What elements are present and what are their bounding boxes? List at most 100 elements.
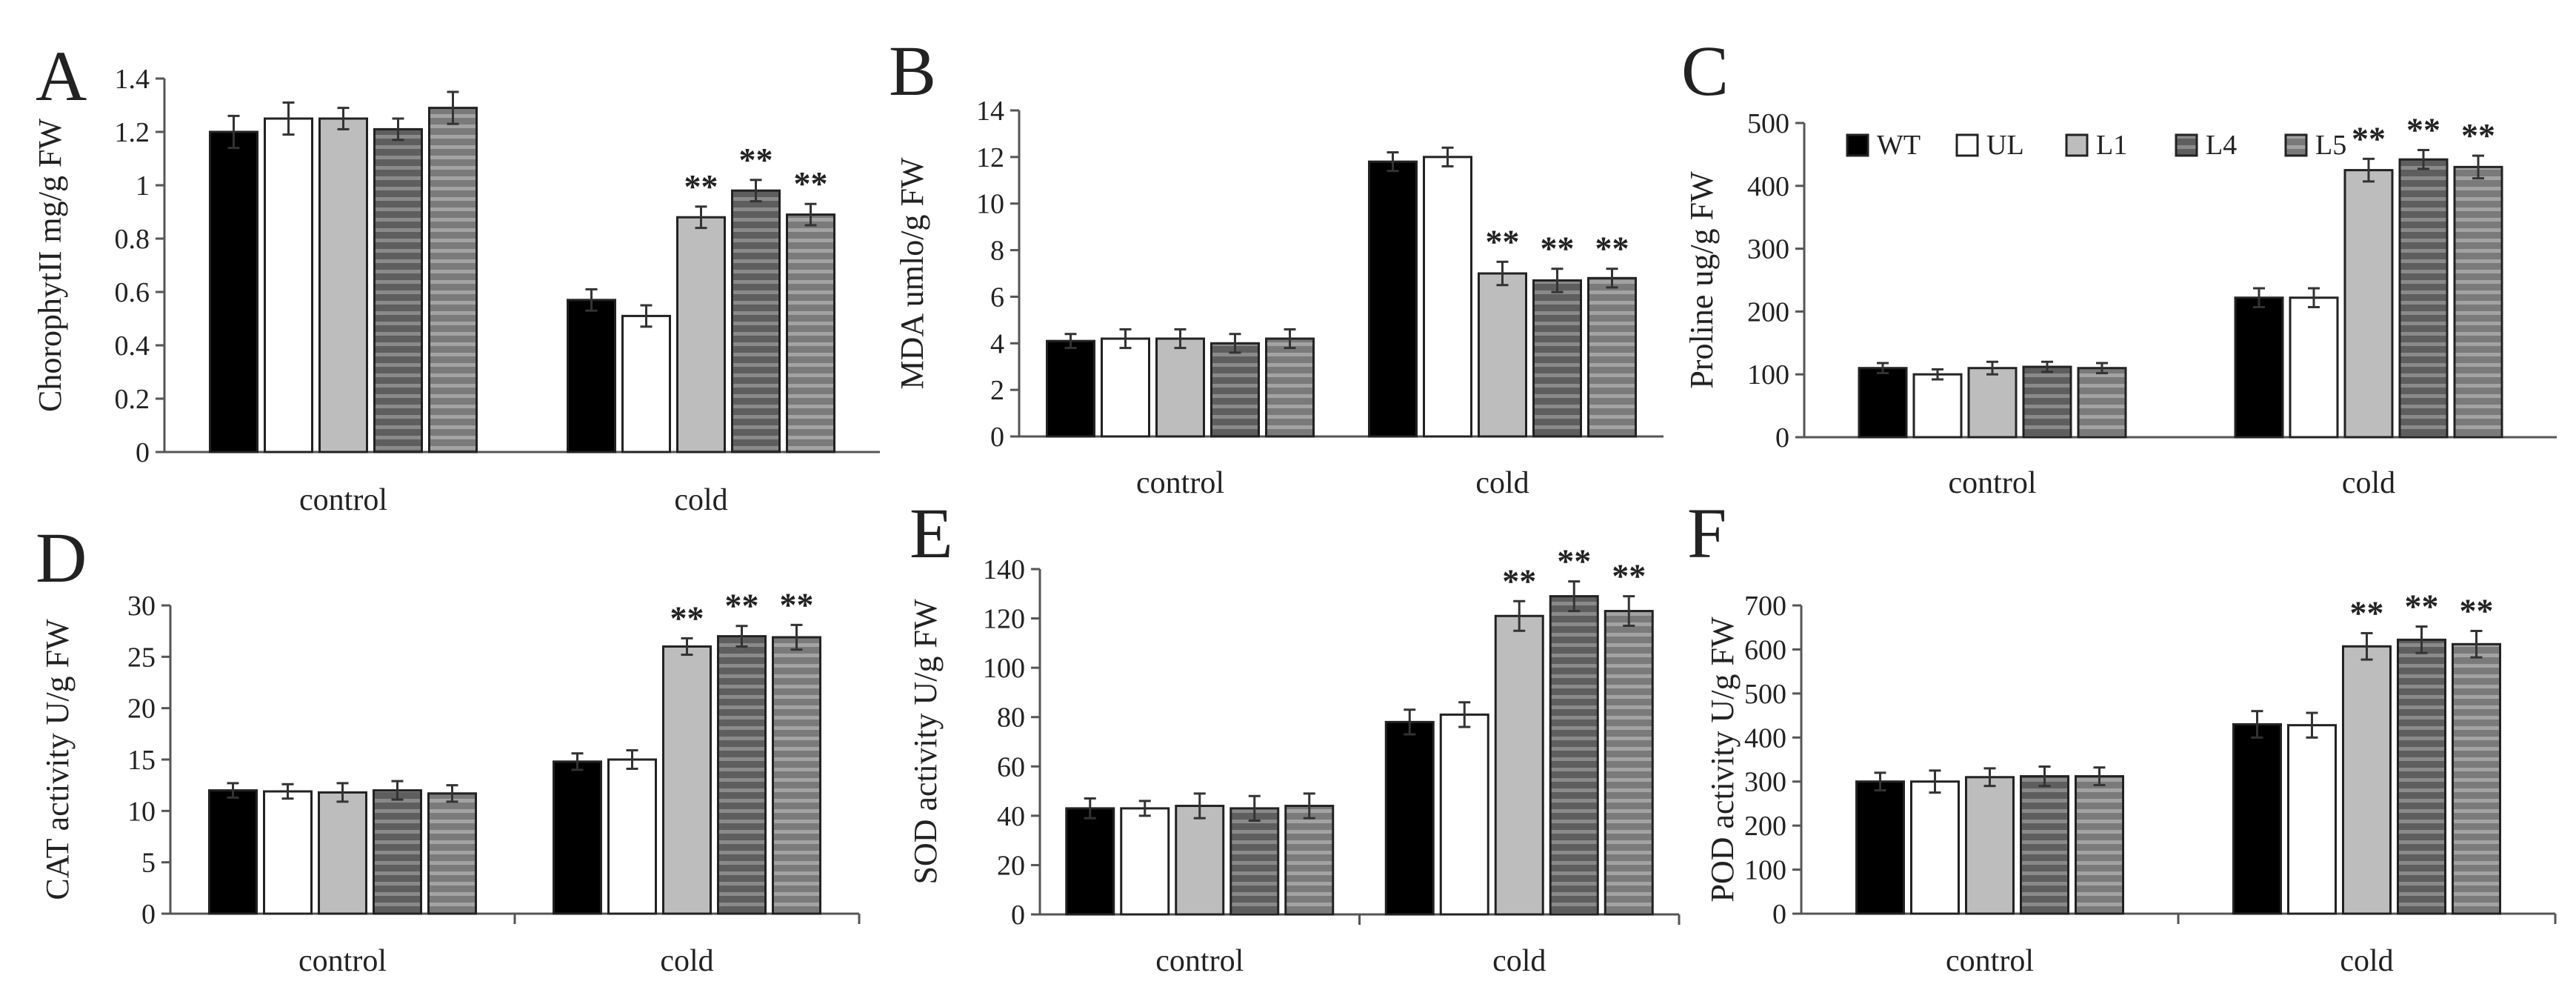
bar-ul-cold: [1439, 713, 1489, 916]
y-tick-label: 1.4: [115, 64, 150, 95]
y-tick-label: 0.4: [115, 330, 150, 362]
bar-wt-control: [209, 130, 258, 454]
y-tick-label: 25: [127, 642, 156, 673]
significance-marker: **: [2461, 116, 2495, 154]
legend-swatch-l1: [2065, 133, 2089, 157]
y-tick-label: 100: [983, 653, 1025, 684]
bar-l4-control: [2020, 775, 2069, 915]
legend: WT UL L1 L4 L5: [1846, 130, 2346, 161]
panel-e: E SOD activity U/g FW 0 20 40 60 80 100 120 140 co…: [907, 494, 1681, 978]
y-tick-label: 300: [1747, 234, 1789, 265]
y-tick-label: 60: [997, 751, 1025, 783]
significance-marker: **: [1612, 557, 1646, 595]
bar-ul-cold: [2287, 724, 2337, 915]
bar-l1-cold: [1478, 272, 1527, 438]
y-tick-label: 500: [1744, 679, 1786, 710]
x-tick-label: cold: [1492, 944, 1546, 978]
y-tick-label: 40: [997, 801, 1025, 832]
y-tick-label: 300: [1744, 767, 1786, 798]
panel-d: D CAT activity U/g FW 0 5 10 15 20 25 30 control c…: [36, 518, 861, 978]
y-tick-label: 200: [1747, 296, 1789, 328]
legend-swatch-l4: [2175, 133, 2198, 157]
y-tick-label: 400: [1747, 171, 1789, 202]
panel-f: F POD activity U/g FW 0 100 200 300 400 500 600 7…: [1687, 494, 2557, 978]
bar-wt-cold: [1384, 720, 1435, 916]
bar-l1-control: [318, 117, 368, 454]
y-tick-label: 0: [1775, 422, 1789, 454]
x-tick-label: control: [299, 483, 387, 517]
bar-l5-control: [2077, 367, 2127, 439]
x-tick-label: control: [1946, 944, 2034, 978]
bar-l1-cold: [676, 216, 726, 454]
bar-l1-cold: [662, 645, 712, 915]
y-axis-label: POD activity U/g FW: [1704, 617, 1741, 902]
bar-l5-control: [1284, 805, 1335, 916]
bar-l5-cold: [1604, 610, 1654, 916]
bar-l4-control: [373, 127, 423, 454]
y-tick-label: 30: [127, 591, 156, 622]
bar-l1-control: [318, 791, 367, 915]
y-axis-label: Proline ug/g FW: [1684, 171, 1720, 389]
bar-l1-cold: [1494, 614, 1544, 916]
y-tick-label: 200: [1744, 811, 1786, 842]
x-tick-label: cold: [660, 944, 713, 978]
bar-ul-control: [263, 790, 313, 915]
bar-l4-cold: [717, 635, 767, 915]
significance-marker: **: [1557, 542, 1591, 580]
y-tick-label: 100: [1744, 855, 1786, 886]
bar-wt-cold: [2234, 296, 2284, 439]
y-tick-label: 0: [990, 422, 1004, 453]
bar-l4-cold: [2398, 158, 2449, 439]
y-axis-label: CAT activity U/g FW: [39, 619, 76, 900]
y-axis-label: SOD activity U/g FW: [907, 599, 944, 884]
y-tick-label: 400: [1744, 722, 1786, 754]
bar-l4-cold: [2397, 638, 2446, 915]
y-tick-label: 6: [990, 282, 1004, 313]
significance-marker: **: [2405, 588, 2439, 625]
significance-marker: **: [2352, 119, 2386, 157]
bar-wt-control: [1855, 780, 1905, 915]
bar-wt-control: [208, 789, 258, 915]
bar-wt-control: [1046, 339, 1095, 438]
y-tick-label: 4: [990, 328, 1004, 359]
panel-letter: D: [36, 518, 87, 597]
bar-ul-cold: [607, 758, 657, 915]
panel-c: C Proline ug/g FW 0 100 200 300 400 500 control c…: [1681, 31, 2557, 500]
y-tick-label: 1: [136, 170, 150, 202]
y-tick-label: 500: [1747, 108, 1789, 139]
y-tick-label: 0: [1011, 900, 1025, 931]
bar-l5-cold: [2453, 165, 2503, 439]
bar-wt-cold: [2232, 722, 2282, 915]
legend-label-l4: L4: [2206, 130, 2237, 161]
y-tick-label: 120: [983, 604, 1025, 635]
significance-marker: **: [794, 165, 828, 202]
y-tick-label: 0.2: [115, 384, 150, 415]
significance-marker: **: [2460, 591, 2494, 629]
y-tick-label: 140: [983, 554, 1025, 585]
significance-marker: **: [684, 167, 718, 205]
bar-l5-control: [1265, 337, 1315, 438]
bar-ul-cold: [1423, 156, 1472, 438]
y-tick-label: 1.2: [115, 117, 150, 148]
legend-label-wt: WT: [1877, 130, 1921, 161]
y-tick-label: 12: [976, 142, 1004, 173]
panel-letter: C: [1681, 31, 1729, 110]
bar-l5-control: [427, 792, 477, 915]
y-axis-label: MDA umlo/g FW: [894, 157, 930, 389]
bar-l4-control: [1210, 342, 1260, 438]
bar-l4-control: [1229, 807, 1280, 916]
significance-marker: **: [1541, 230, 1575, 268]
bar-l1-cold: [2342, 645, 2392, 915]
significance-marker: **: [2350, 594, 2384, 631]
y-tick-label: 600: [1744, 634, 1786, 665]
y-tick-label: 14: [976, 96, 1004, 127]
bar-l5-cold: [1587, 276, 1637, 438]
legend-label-l5: L5: [2315, 130, 2346, 161]
y-tick-label: 0.8: [115, 224, 150, 255]
y-tick-label: 20: [997, 850, 1025, 881]
y-tick-label: 0: [141, 899, 156, 930]
bar-ul-cold: [621, 314, 671, 454]
y-tick-label: 15: [127, 745, 156, 776]
significance-marker: **: [2406, 110, 2440, 148]
